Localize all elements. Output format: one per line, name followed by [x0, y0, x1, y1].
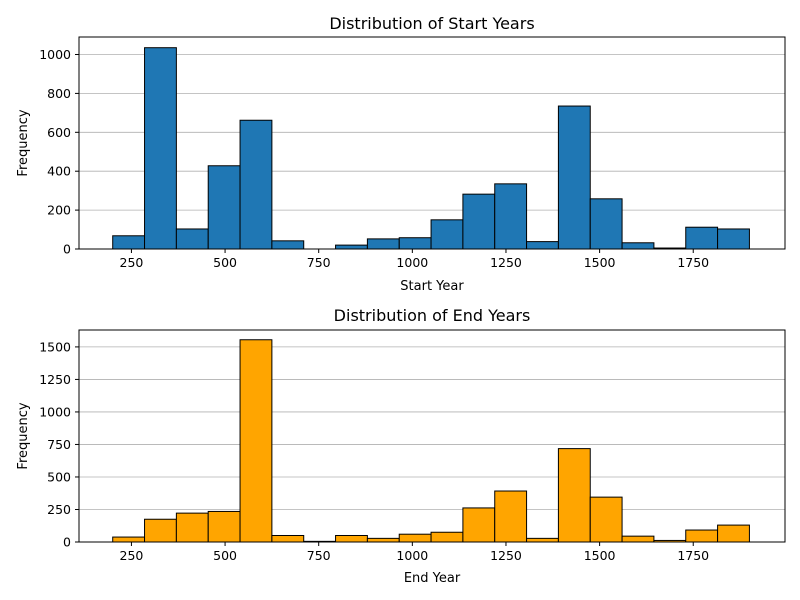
- start-y-axis: 0 200 400 600 800 1000: [39, 47, 79, 257]
- end-histogram-bar: [398, 533, 432, 543]
- start-histogram-bar: [112, 235, 146, 250]
- start-histogram-bar: [239, 119, 273, 250]
- start-histogram-bar: [144, 47, 177, 250]
- end-histogram-bar: [335, 534, 368, 543]
- end-histogram-bar: [207, 510, 241, 543]
- start-histogram-bar: [494, 183, 528, 250]
- end-histogram-bar: [430, 531, 464, 543]
- start-histogram-bar: [398, 237, 432, 250]
- start-histogram-bar: [526, 241, 559, 250]
- start-chart-title: Distribution of Start Years: [329, 14, 534, 33]
- end-histogram-bar: [717, 524, 750, 543]
- end-y-tick-label: 1250: [39, 372, 71, 387]
- end-x-axis: 250 500 750 1000 1250 1500 1750: [120, 542, 709, 563]
- start-y-tick-label: 0: [63, 242, 71, 257]
- start-histogram-bar: [685, 226, 719, 250]
- start-bars: [112, 47, 750, 250]
- end-histogram-bar: [366, 537, 400, 543]
- start-histogram-bar: [462, 193, 496, 250]
- end-x-tick-label: 250: [120, 548, 144, 563]
- end-histogram-bar: [526, 537, 559, 543]
- start-y-tick-label: 800: [47, 86, 71, 101]
- end-x-tick-label: 1500: [584, 548, 616, 563]
- start-x-tick-label: 250: [120, 255, 144, 270]
- end-y-tick-label: 1500: [39, 339, 71, 354]
- start-x-tick-label: 750: [307, 255, 331, 270]
- end-y-tick-label: 1000: [39, 404, 71, 419]
- start-x-tick-label: 1000: [396, 255, 428, 270]
- end-histogram-bar: [462, 507, 496, 543]
- start-x-tick-label: 1750: [677, 255, 709, 270]
- end-x-axis-label: End Year: [404, 571, 461, 586]
- end-histogram-bar: [557, 448, 591, 543]
- end-x-tick-label: 1250: [490, 548, 522, 563]
- end-y-tick-label: 0: [63, 535, 71, 550]
- start-axes-frame: [78, 36, 786, 250]
- end-y-tick-label: 750: [47, 437, 71, 452]
- end-y-tick-label: 250: [47, 502, 71, 517]
- end-histogram-bar: [621, 535, 655, 543]
- end-histogram-bar: [685, 529, 719, 543]
- end-histogram-bar: [239, 339, 273, 543]
- start-x-axis-label: Start Year: [400, 279, 464, 294]
- start-histogram-bar: [271, 240, 305, 250]
- end-histogram-bar: [494, 490, 528, 543]
- start-x-tick-label: 1500: [584, 255, 616, 270]
- end-histogram-bar: [175, 512, 209, 543]
- end-y-axis-label: Frequency: [16, 402, 31, 469]
- start-histogram-bar: [207, 165, 241, 250]
- end-histogram-bar: [589, 496, 623, 543]
- end-histogram-bar: [271, 534, 305, 543]
- start-y-tick-label: 400: [47, 164, 71, 179]
- end-x-tick-label: 1000: [396, 548, 428, 563]
- start-histogram-bar: [717, 228, 750, 250]
- end-x-tick-label: 750: [307, 548, 331, 563]
- start-y-tick-label: 1000: [39, 47, 71, 62]
- start-histogram-bar: [430, 219, 464, 250]
- start-x-tick-label: 500: [213, 255, 237, 270]
- end-histogram-bar: [144, 518, 177, 543]
- start-histogram-bar: [175, 228, 209, 250]
- start-years-panel: Distribution of Start Years 250 500 750 100…: [16, 14, 786, 294]
- end-y-tick-label: 500: [47, 469, 71, 484]
- start-y-axis-label: Frequency: [16, 109, 31, 176]
- end-y-axis: 0 250 500 750 1000 1250 1500: [39, 339, 79, 550]
- start-x-tick-label: 1250: [490, 255, 522, 270]
- end-years-panel: Distribution of End Years 250 500 750 1000 1…: [16, 306, 786, 586]
- end-bars: [112, 339, 750, 543]
- end-axes-frame: [78, 329, 786, 543]
- start-y-tick-label: 600: [47, 125, 71, 140]
- end-x-tick-label: 1750: [677, 548, 709, 563]
- start-histogram-bar: [557, 105, 591, 250]
- start-x-axis: 250 500 750 1000 1250 1500 1750: [120, 249, 709, 270]
- end-histogram-bar: [112, 536, 146, 543]
- start-histogram-bar: [335, 244, 368, 250]
- end-x-tick-label: 500: [213, 548, 237, 563]
- start-histogram-bar: [366, 238, 400, 250]
- end-chart-title: Distribution of End Years: [334, 306, 531, 325]
- start-histogram-bar: [621, 242, 655, 250]
- start-histogram-bar: [589, 198, 623, 250]
- start-y-tick-label: 200: [47, 203, 71, 218]
